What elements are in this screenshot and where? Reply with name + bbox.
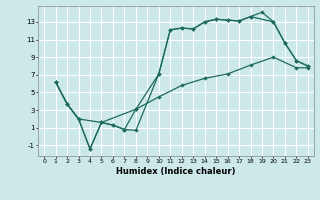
X-axis label: Humidex (Indice chaleur): Humidex (Indice chaleur) [116, 167, 236, 176]
